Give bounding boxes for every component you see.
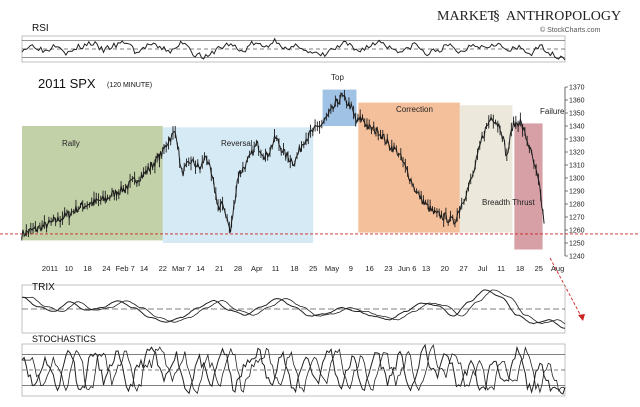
x-tick-label: Jun 6 (398, 264, 416, 273)
brand-word-2: ANTHROPOLOGY (506, 9, 621, 24)
x-tick-label: 21 (215, 264, 223, 273)
x-tick-label: 20 (441, 264, 449, 273)
y-tick-label: 1340 (569, 124, 585, 131)
oscillator-line (21, 37, 566, 61)
chart-title: 2011 SPX (38, 76, 96, 91)
zone-label: Top (331, 73, 344, 82)
x-tick-label: 25 (309, 264, 317, 273)
x-tick-label: 18 (83, 264, 91, 273)
zone-label: Rally (62, 139, 80, 148)
brand-glyph: § (493, 9, 500, 24)
x-tick-label: 11 (272, 264, 280, 273)
x-tick-label: 23 (384, 264, 392, 273)
y-tick-label: 1320 (569, 150, 585, 157)
x-tick-label: Apr (251, 264, 263, 273)
x-tick-label: 28 (234, 264, 242, 273)
stochastics-panel (21, 343, 566, 397)
stochastics-label: STOCHASTICS (32, 334, 96, 344)
zone-label: Failure (540, 107, 565, 116)
trix-panel (21, 284, 566, 334)
x-tick-label: 13 (422, 264, 430, 273)
forecast-arrowhead (578, 314, 585, 321)
y-tick-label: 1300 (569, 176, 585, 183)
oscillator-line (21, 289, 566, 329)
x-tick-label: 18 (516, 264, 524, 273)
chart-subtitle: (120 MINUTE) (107, 82, 152, 89)
x-tick-label: Mar 7 (172, 264, 191, 273)
zone-rally (22, 126, 163, 241)
x-tick-label: 18 (290, 264, 298, 273)
zone-failure (514, 123, 543, 250)
x-tick-label: 16 (365, 264, 373, 273)
y-tick-label: 1310 (569, 163, 585, 170)
x-tick-label: 25 (535, 264, 543, 273)
x-tick-label: 24 (102, 264, 110, 273)
x-tick-label: 2011 (42, 264, 58, 273)
x-tick-label: 22 (159, 264, 167, 273)
x-tick-label: 14 (196, 264, 204, 273)
brand-word-1: MARKET (437, 9, 497, 24)
zone-label: Breadth Thrust (482, 198, 536, 207)
x-tick-label: Jul (478, 264, 488, 273)
y-tick-label: 1350 (569, 111, 585, 118)
x-tick-label: 27 (459, 264, 467, 273)
x-tick-label: 9 (349, 264, 353, 273)
oscillator-line (21, 343, 566, 395)
y-tick-label: 1240 (569, 254, 585, 261)
y-tick-label: 1360 (569, 98, 585, 105)
x-tick-label: 14 (140, 264, 148, 273)
x-tick-label: 10 (65, 264, 73, 273)
x-tick-label: 11 (497, 264, 505, 273)
oscillator-signal-line (22, 289, 566, 325)
y-tick-label: 1270 (569, 215, 585, 222)
x-tick-label: Aug (551, 264, 564, 273)
y-tick-label: 1260 (569, 228, 585, 235)
price-panel: Rally Reversal Top Correction Breadth Thrust… (0, 73, 640, 321)
trix-label: TRIX (32, 282, 55, 293)
rsi-panel (21, 35, 566, 63)
y-tick-label: 1280 (569, 202, 585, 209)
rsi-label: RSI (32, 23, 49, 34)
y-tick-label: 1290 (569, 189, 585, 196)
oscillator-signal-line (22, 344, 566, 395)
zone-correction (358, 102, 460, 233)
x-tick-label: Feb 7 (116, 264, 135, 273)
forecast-arrow-line (549, 257, 583, 319)
zone-label: Reversal (221, 139, 253, 148)
zone-reversal (162, 127, 314, 243)
x-tick-label: May (325, 264, 339, 273)
zone-label: Correction (396, 105, 433, 114)
y-tick-label: 1250 (569, 241, 585, 248)
y-tick-label: 1330 (569, 137, 585, 144)
y-tick-label: 1370 (569, 85, 585, 92)
brand-credit: © StockCharts.com (540, 26, 601, 34)
